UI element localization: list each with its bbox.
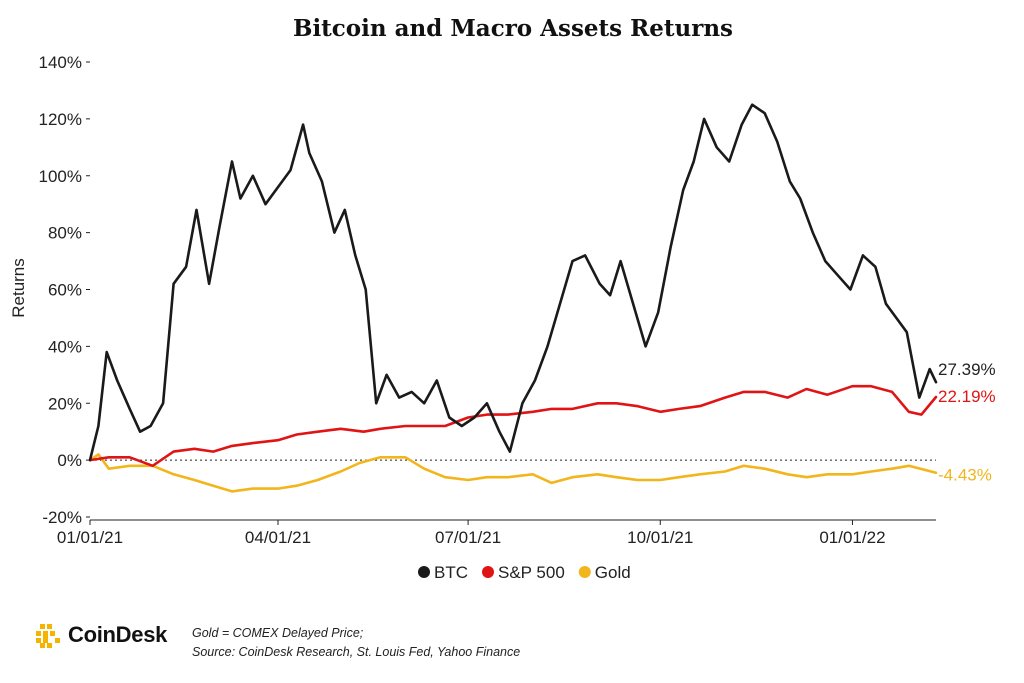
end-label: 27.39% (938, 360, 996, 379)
source-note-line-1: Gold = COMEX Delayed Price; (192, 626, 364, 640)
x-tick-label: 07/01/21 (435, 528, 501, 547)
end-label: -4.43% (938, 466, 992, 485)
legend-label: BTC (434, 563, 468, 582)
y-tick-label: 100% (39, 167, 82, 186)
end-label: 22.19% (938, 387, 996, 406)
y-axis: -20% 0% 20% 40% 60% 80% 100% 120% 140% (39, 53, 90, 527)
legend-label: Gold (595, 563, 631, 582)
y-tick-label: 120% (39, 110, 82, 129)
legend-swatch (482, 566, 494, 578)
y-tick-label: 140% (39, 53, 82, 72)
line-chart: Bitcoin and Macro Assets Returns Returns… (9, 15, 996, 582)
y-tick-label: -20% (42, 508, 82, 527)
chart-title: Bitcoin and Macro Assets Returns (293, 15, 733, 42)
legend-swatch (418, 566, 430, 578)
end-labels: 27.39% 22.19% -4.43% (938, 360, 996, 484)
x-tick-label: 10/01/21 (627, 528, 693, 547)
y-tick-label: 20% (48, 394, 82, 413)
series-line-gold (88, 453, 938, 493)
y-tick-label: 0% (57, 451, 82, 470)
x-tick-label: 01/01/21 (57, 528, 123, 547)
y-tick-label: 80% (48, 224, 82, 243)
coindesk-logo-icon (36, 624, 60, 648)
series-line-btc (88, 103, 938, 462)
legend-swatch (578, 566, 591, 578)
x-tick-label: 01/01/22 (819, 528, 885, 547)
y-axis-label: Returns (9, 258, 28, 318)
y-tick-label: 40% (48, 337, 82, 356)
series-group (88, 103, 938, 493)
coindesk-logo: CoinDesk (36, 622, 167, 648)
legend-label: S&P 500 (498, 563, 565, 582)
logo-wordmark: CoinDesk (68, 622, 168, 647)
series-line-s-p-500 (88, 384, 938, 468)
legend: BTC S&P 500 Gold (418, 563, 631, 582)
source-note: Gold = COMEX Delayed Price; Source: Coin… (192, 624, 520, 662)
x-axis: 01/01/21 04/01/21 07/01/21 10/01/21 01/01/22 (57, 519, 936, 547)
x-tick-label: 04/01/21 (245, 528, 311, 547)
source-note-line-2: Source: CoinDesk Research, St. Louis Fed… (192, 645, 521, 659)
y-tick-label: 60% (48, 281, 82, 300)
